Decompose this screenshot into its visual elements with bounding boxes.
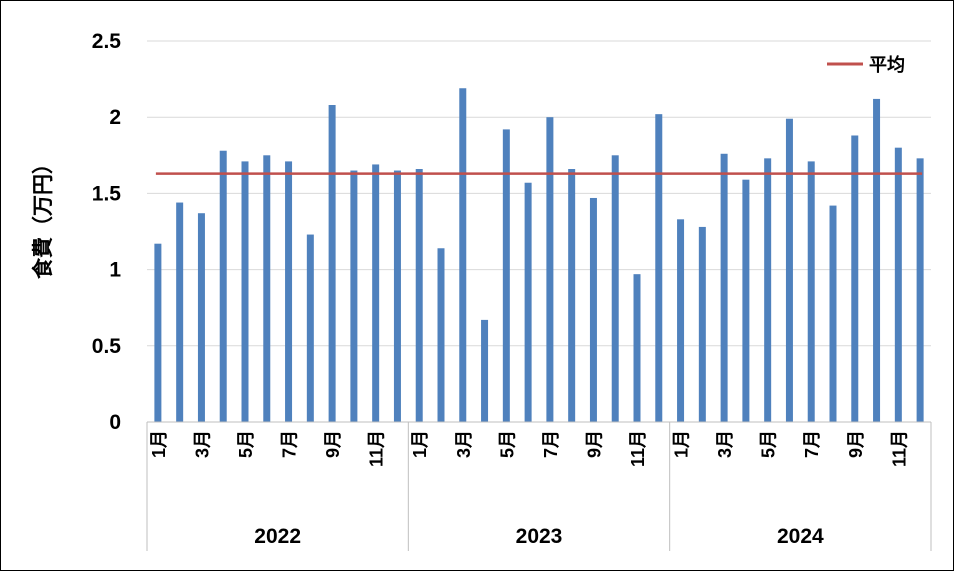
bar — [328, 105, 336, 423]
y-tick-label: 0 — [109, 411, 121, 434]
x-tick-label: 11月 — [889, 430, 909, 467]
x-tick-label: 5月 — [236, 430, 256, 458]
bar — [197, 213, 205, 422]
bar — [698, 226, 706, 422]
bar — [829, 205, 837, 422]
bar — [785, 118, 793, 422]
bar — [568, 169, 576, 422]
bar — [677, 219, 685, 422]
x-tick-label: 11月 — [367, 430, 387, 467]
bar — [589, 197, 597, 422]
bar — [154, 243, 162, 422]
bar — [285, 161, 293, 422]
y-tick-label: 0.5 — [92, 335, 122, 358]
x-tick-label: 1月 — [149, 430, 169, 458]
legend-label-average: 平均 — [869, 54, 905, 75]
bar — [415, 169, 423, 422]
x-tick-label: 1月 — [410, 430, 430, 458]
bar — [916, 158, 924, 422]
y-tick-label: 2 — [109, 106, 121, 129]
bar — [894, 147, 902, 422]
bar — [481, 319, 489, 422]
x-tick-label: 9月 — [846, 430, 866, 458]
bar — [611, 155, 619, 423]
bar — [372, 164, 380, 422]
x-tick-label: 9月 — [584, 430, 604, 458]
y-tick-label: 2.5 — [92, 30, 122, 53]
bar — [306, 234, 314, 422]
bar — [263, 155, 271, 423]
x-tick-label: 5月 — [759, 430, 779, 458]
bar — [219, 150, 227, 422]
x-tick-label: 9月 — [323, 430, 343, 458]
x-tick-label: 3月 — [715, 430, 735, 458]
x-tick-label: 3月 — [454, 430, 474, 458]
year-label: 2022 — [254, 525, 301, 548]
x-tick-label: 3月 — [192, 430, 212, 458]
bar — [742, 179, 750, 422]
x-tick-label: 5月 — [497, 430, 517, 458]
bar — [655, 114, 663, 422]
bar — [546, 117, 554, 422]
bar — [459, 88, 467, 422]
bar — [720, 153, 728, 422]
bars — [154, 88, 924, 423]
x-tick-label: 7月 — [280, 430, 300, 458]
x-tick-label: 1月 — [672, 430, 692, 458]
year-label: 2023 — [516, 525, 563, 548]
bar — [437, 248, 445, 422]
x-tick-label: 7月 — [802, 430, 822, 458]
bar — [502, 129, 510, 422]
bar — [524, 182, 532, 422]
y-axis: 0 0.5 1 1.5 2 2.5 — [92, 30, 122, 434]
bar — [241, 161, 249, 422]
bar — [633, 274, 641, 422]
bar — [393, 170, 401, 422]
bar — [873, 98, 881, 423]
year-label: 2024 — [777, 525, 824, 548]
bar — [176, 202, 184, 422]
bar — [764, 158, 772, 422]
y-tick-label: 1.5 — [92, 182, 122, 205]
gridlines — [147, 40, 931, 347]
bar — [851, 135, 859, 422]
x-tick-label: 11月 — [628, 430, 648, 467]
bar — [350, 170, 358, 422]
legend: 平均 — [827, 54, 905, 75]
y-tick-label: 1 — [109, 259, 121, 282]
bar — [807, 161, 815, 422]
y-axis-label: 食費（万円） — [31, 153, 55, 279]
x-tick-label: 7月 — [541, 430, 561, 458]
x-axis: 1月 3月 5月 7月 9月 11月 2022 1月 3月 5月 7月 9月 11月 2023 1月 3月 5月… — [146, 421, 932, 551]
